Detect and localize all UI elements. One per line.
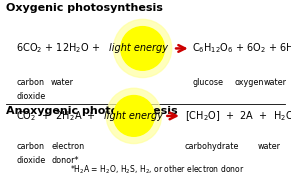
Text: glucose: glucose: [192, 78, 223, 87]
Circle shape: [121, 27, 164, 70]
Text: *H$_2$A = H$_2$O, H$_2$S, H$_2$, or other electron donor: *H$_2$A = H$_2$O, H$_2$S, H$_2$, or othe…: [70, 163, 244, 173]
Text: carbon: carbon: [16, 78, 44, 87]
Text: Oxygenic photosynthesis: Oxygenic photosynthesis: [6, 3, 163, 13]
Text: water: water: [51, 78, 74, 87]
Circle shape: [113, 19, 172, 78]
Circle shape: [106, 88, 162, 144]
Text: carbohydrate: carbohydrate: [185, 142, 239, 151]
Text: 6CO$_2$ + 12H$_2$O +: 6CO$_2$ + 12H$_2$O +: [16, 42, 101, 55]
Text: water: water: [258, 142, 281, 151]
Text: light energy: light energy: [104, 111, 163, 121]
Text: oxygen: oxygen: [234, 78, 264, 87]
Text: C$_6$H$_{12}$O$_6$ + 6O$_2$ + 6H$_2$O: C$_6$H$_{12}$O$_6$ + 6O$_2$ + 6H$_2$O: [192, 42, 291, 55]
Text: electron: electron: [51, 142, 84, 151]
Text: dioxide: dioxide: [16, 156, 45, 165]
Text: light energy: light energy: [109, 43, 168, 53]
Circle shape: [113, 95, 154, 136]
Text: donor*: donor*: [51, 156, 79, 165]
Text: Anoxygenic photosynthesis: Anoxygenic photosynthesis: [6, 106, 178, 116]
Text: dioxide: dioxide: [16, 92, 45, 101]
Text: water: water: [263, 78, 286, 87]
Text: [CH$_2$O]  +  2A  +  H$_2$O: [CH$_2$O] + 2A + H$_2$O: [185, 109, 291, 123]
Text: CO$_2$  +  2H$_2$A  +: CO$_2$ + 2H$_2$A +: [16, 109, 97, 123]
Text: carbon: carbon: [16, 142, 44, 151]
